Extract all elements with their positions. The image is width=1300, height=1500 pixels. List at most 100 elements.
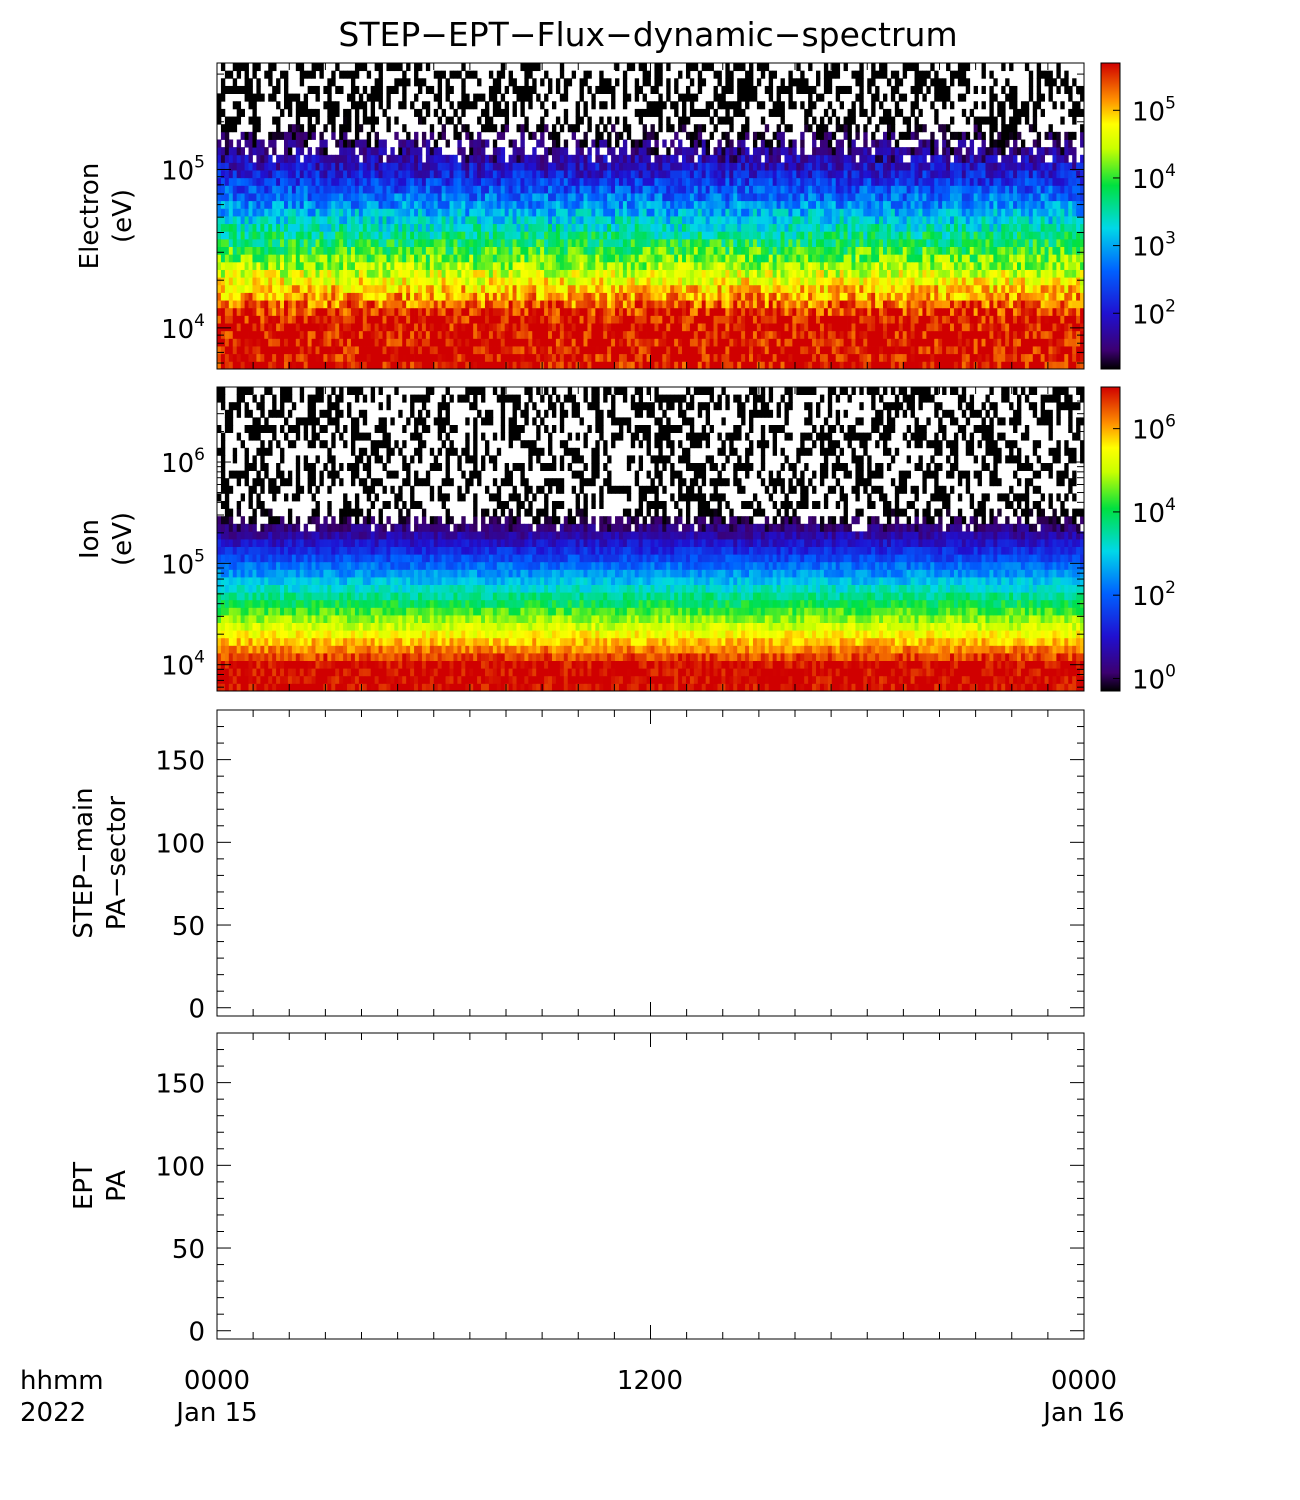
spectrogram-cell [315,284,320,293]
spectrogram-cell [311,330,316,339]
spectrogram-cell [441,284,446,293]
spectrogram-cell [622,223,628,232]
spectrogram-cell [347,238,352,247]
spectrogram-cell [946,254,951,263]
spectrogram-cell [603,300,608,309]
spectrogram-cell [658,300,663,309]
spectrogram-cell [1020,223,1026,232]
spectrogram-cell [626,353,632,362]
spectrogram-cell [382,238,387,247]
spectrogram-cell [1013,216,1018,225]
spectrogram-cell [851,338,856,347]
spectrogram-cell [894,254,900,263]
spectrogram-cell [615,292,620,301]
spectrogram-cell [473,231,478,240]
spectrogram-cell [366,307,372,316]
spectrogram-cell [370,284,376,293]
spectrogram-cell [745,208,750,217]
spectrogram-cell [800,200,805,209]
spectrogram-cell [607,353,612,362]
spectrogram-cell [303,238,309,247]
spectrogram-cell [437,193,443,202]
spectrogram-cell [1072,208,1077,217]
spectrogram-cell [358,292,364,301]
spectrogram-cell [319,361,324,370]
spectrogram-cell [1052,269,1057,278]
spectrogram-cell [689,208,695,217]
spectrogram-cell [272,277,277,286]
spectrogram-cell [540,216,545,225]
spectrogram-cell [883,269,888,278]
spectrogram-cell [626,292,632,301]
spectrogram-cell [733,338,738,347]
spectrogram-cell [544,261,549,270]
spectrogram-cell [1013,254,1018,263]
spectrogram-cell [682,193,687,202]
spectrogram-cell [291,254,297,263]
spectrogram-cell [331,269,336,278]
spectrogram-cell [1048,200,1053,209]
spectrogram-cell [477,193,482,202]
spectrogram-cell [1017,300,1022,309]
spectrogram-cell [756,300,762,309]
spectrogram-cell [583,208,588,217]
spectrogram-cell [831,307,837,316]
spectrogram-cell [520,231,525,240]
spectrogram-cell [733,300,738,309]
spectrogram-cell [228,307,234,316]
spectrogram-cell [1040,346,1045,355]
spectrogram-cell [725,315,730,324]
spectrogram-cell [303,323,309,332]
spectrogram-cell [264,284,269,293]
spectrogram-cell [859,238,864,247]
spectrogram-cell [697,300,703,309]
spectrogram-cell [934,216,939,225]
spectrogram-cell [713,200,718,209]
spectrogram-cell [985,300,990,309]
spectrogram-cell [287,223,293,232]
spectrogram-cell [453,284,458,293]
spectrogram-cell [504,254,510,263]
spectrogram-cell [662,269,667,278]
spectrogram-cell [697,292,703,301]
spectrogram-cell [808,315,813,324]
spectrogram-cell [733,200,738,209]
spectrogram-cell [615,223,620,232]
spectrogram-cell [500,269,506,278]
spectrogram-cell [1060,346,1065,355]
spectrogram-cell [776,361,781,370]
spectrogram-cell [682,307,687,316]
spectrogram-cell [603,330,608,339]
spectrogram-cell [492,208,498,217]
spectrogram-cell [272,193,277,202]
spectrogram-cell [997,361,1002,370]
spectrogram-cell [394,300,399,309]
spectrogram-cell [595,300,600,309]
spectrogram-cell [441,315,446,324]
spectrogram-cell [382,223,387,232]
spectrogram-cell [973,216,978,225]
spectrogram-cell [823,300,829,309]
spectrogram-cell [662,216,667,225]
spectrogram-cell [863,292,868,301]
spectrogram-cell [662,277,667,286]
spectrogram-cell [224,246,230,255]
spectrogram-cell [622,200,628,209]
spectrogram-cell [425,300,431,309]
spectrogram-cell [938,323,943,332]
spectrogram-cell [362,361,368,370]
spectrogram-cell [733,238,738,247]
spectrogram-cell [599,315,604,324]
spectrogram-cell [851,323,856,332]
spectrogram-cell [414,277,419,286]
spectrogram-cell [701,307,707,316]
spectrogram-cell [571,269,577,278]
spectrogram-cell [477,307,482,316]
spectrogram-cell [500,300,506,309]
spectrogram-cell [705,238,711,247]
spectrogram-cell [630,208,636,217]
spectrogram-cell [827,361,833,370]
spectrogram-cell [674,193,679,202]
spectrogram-cell [969,238,975,247]
spectrogram-cell [883,323,888,332]
